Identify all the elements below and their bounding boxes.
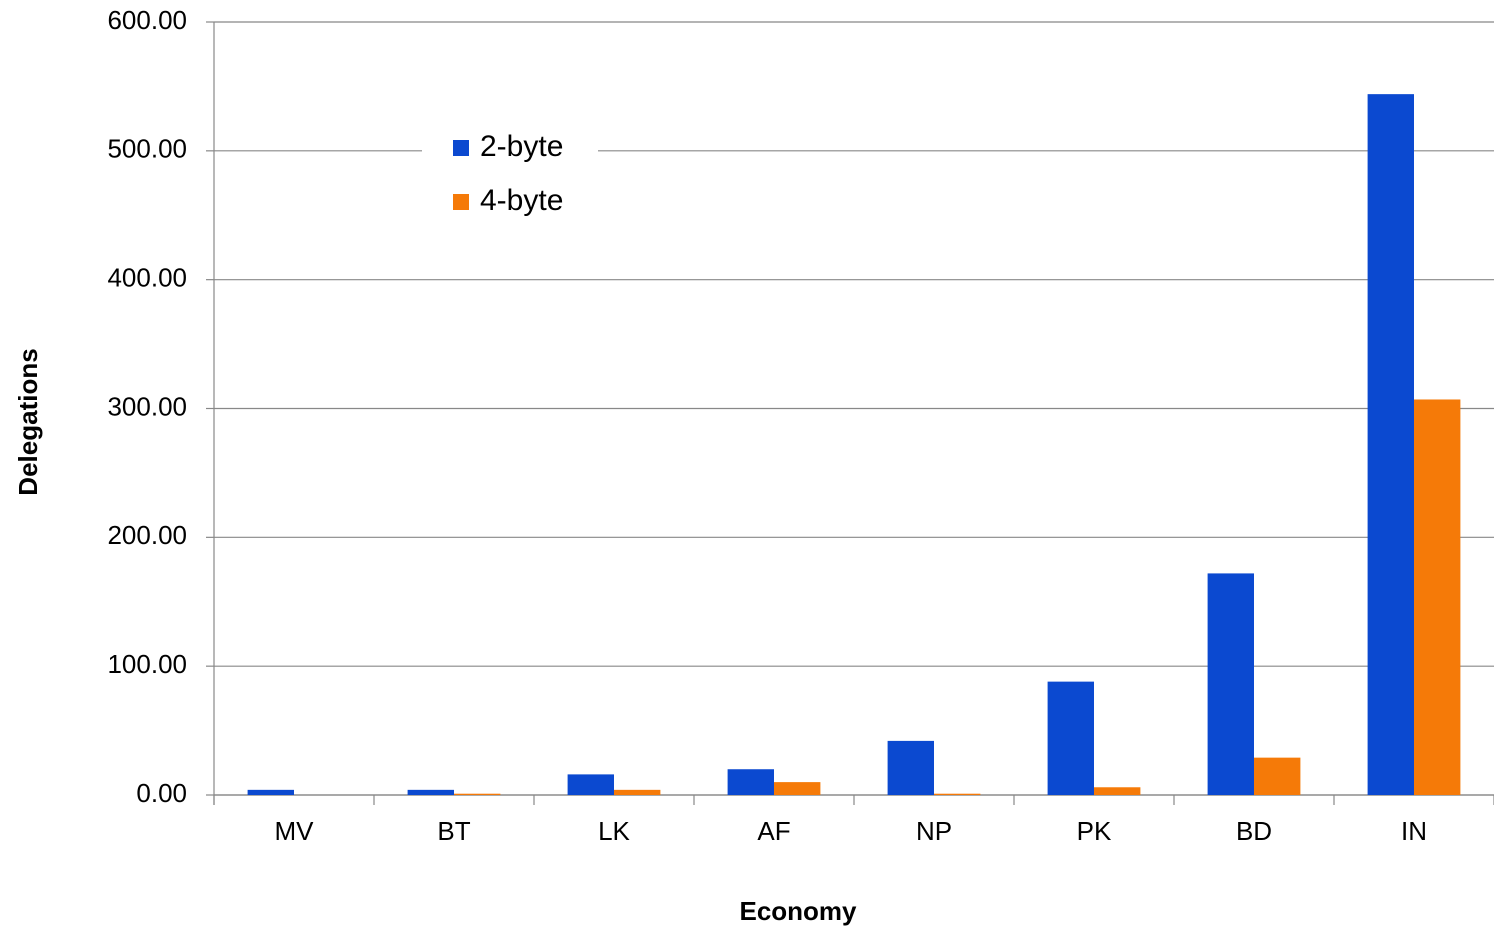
bar	[247, 789, 294, 795]
y-tick-label: 400.00	[107, 263, 187, 293]
y-axis-title: Delegations	[13, 348, 43, 495]
y-tick-label: 500.00	[107, 134, 187, 164]
bar	[407, 789, 454, 795]
bar	[1047, 681, 1094, 795]
bar	[614, 789, 661, 795]
bar	[774, 782, 821, 795]
bar	[1094, 787, 1141, 795]
bar	[454, 793, 501, 795]
y-tick-label: 0.00	[136, 778, 187, 808]
legend-label: 2-byte	[480, 130, 563, 163]
bar	[934, 793, 981, 795]
y-tick-label: 200.00	[107, 520, 187, 550]
bar	[1367, 94, 1414, 795]
x-tick-label: AF	[757, 816, 790, 846]
x-tick-label: BT	[437, 816, 470, 846]
y-tick-label: 600.00	[107, 5, 187, 35]
x-tick-label: IN	[1401, 816, 1427, 846]
bar	[727, 769, 774, 795]
x-tick-label: MV	[275, 816, 315, 846]
bar	[887, 740, 934, 795]
legend-swatch	[453, 140, 469, 156]
x-tick-label: PK	[1077, 816, 1112, 846]
bar	[1414, 399, 1461, 795]
bar	[1207, 573, 1254, 795]
x-tick-label: BD	[1236, 816, 1272, 846]
x-tick-label: LK	[598, 816, 630, 846]
bar	[567, 774, 614, 795]
x-axis-title: Economy	[739, 896, 857, 926]
bar	[1254, 757, 1301, 795]
legend-box	[422, 124, 598, 228]
y-tick-label: 300.00	[107, 391, 187, 421]
legend-label: 4-byte	[480, 184, 563, 217]
x-tick-label: NP	[916, 816, 952, 846]
y-tick-label: 100.00	[107, 649, 187, 679]
legend-swatch	[453, 194, 469, 210]
